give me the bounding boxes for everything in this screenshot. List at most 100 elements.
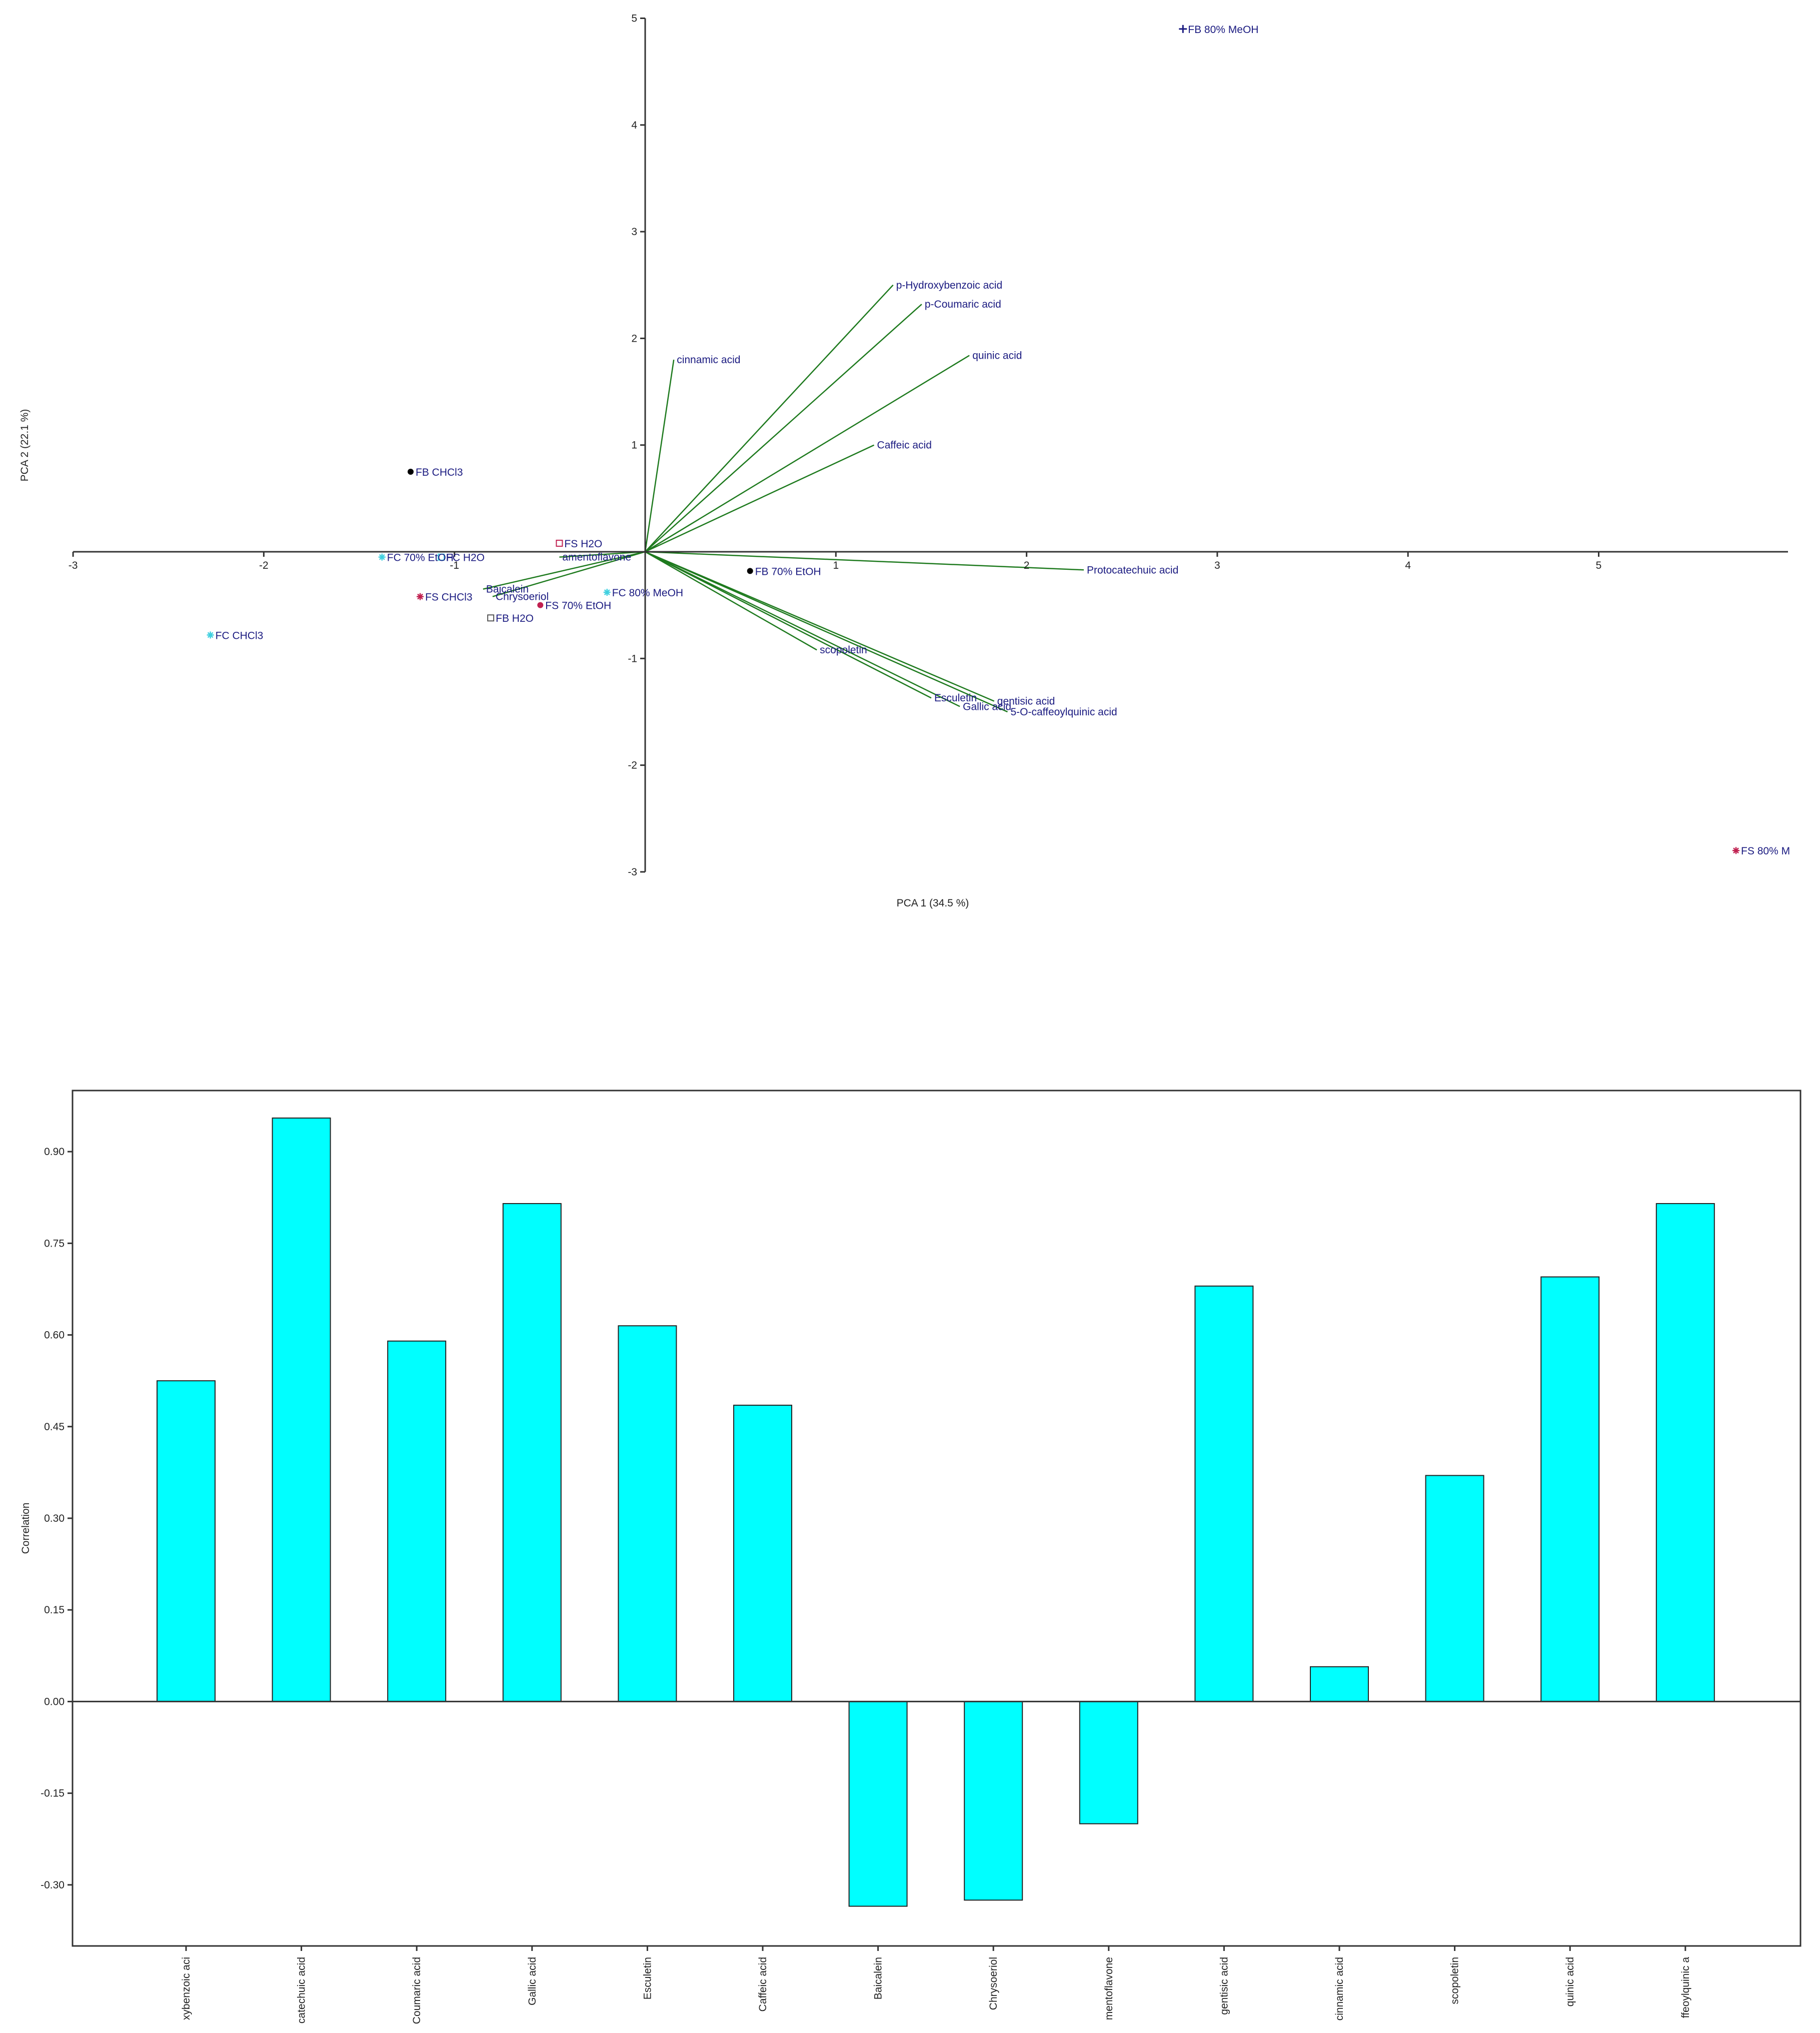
bar: [1425, 1475, 1484, 1702]
y-tick-label: -3: [628, 866, 637, 878]
sample-label: FS CHCl3: [425, 592, 473, 603]
x-tick-label: 5: [1596, 560, 1602, 571]
correlation-bar-chart: -0.30 -0.15 0.00 0.15 0.30 0.45 0.60 0.75 0.90 x…: [20, 1090, 1801, 2024]
pca-biplot: -3 -2 -1 1 2 3 4 5 -3 -2 -1 1 2 3 4 5 p-Hydroxybenzoic …: [19, 13, 1790, 909]
y-tick-label: 5: [631, 13, 637, 25]
x-tick-label: 2: [1024, 560, 1030, 571]
loading-label: p-Coumaric acid: [925, 299, 1001, 310]
sample-label: FC 80% MeOH: [612, 587, 683, 599]
category-label: scopoletin: [1449, 1957, 1461, 2004]
loading-label: Protocatechuic acid: [1087, 564, 1178, 576]
category-label: mentoflavone: [1103, 1957, 1115, 2020]
x-tick-label: -1: [450, 560, 459, 571]
bar: [618, 1325, 677, 1702]
loading-label: cinnamic acid: [677, 354, 740, 366]
y-tick-label: 0.45: [44, 1421, 65, 1433]
bar: [1194, 1285, 1254, 1702]
sample-point: [408, 469, 414, 475]
loading-label: p-Hydroxybenzoic acid: [896, 280, 1002, 291]
sample-point: [1179, 25, 1187, 33]
x-tick-label: -3: [69, 560, 78, 571]
category-label: gentisic acid: [1218, 1957, 1230, 2015]
bar: [1540, 1276, 1600, 1702]
y-tick-label: 0.90: [44, 1146, 65, 1158]
bar: [387, 1340, 447, 1702]
bar: [733, 1405, 792, 1702]
loading-vector: [559, 551, 646, 558]
loading-vector: [645, 355, 970, 553]
sample-point: [438, 553, 445, 561]
category-label: quinic acid: [1564, 1957, 1576, 2006]
y-axis-title: PCA 2 (22.1 %): [19, 409, 31, 482]
loading-vector: [645, 551, 817, 651]
loading-label: amentoflavone: [562, 552, 631, 563]
loading-label: Gallic acid: [963, 701, 1011, 712]
y-tick-label: -2: [628, 760, 637, 771]
x-tick-label: 4: [1405, 560, 1411, 571]
loading-vector: [645, 284, 894, 552]
y-tick-label: 1: [631, 440, 637, 451]
category-label: ffeoylquinic a: [1680, 1957, 1691, 2018]
loading-vector: [645, 444, 875, 553]
y-tick-label: -1: [628, 653, 637, 664]
loading-vector: [645, 551, 1084, 571]
y-tick-label: 0.30: [44, 1513, 65, 1524]
sample-label: FB 70% EtOH: [755, 566, 821, 577]
bar: [1310, 1666, 1369, 1702]
y-tick-label: 3: [631, 226, 637, 238]
bar: [964, 1701, 1023, 1901]
category-label: Coumaric acid: [411, 1957, 423, 2024]
sample-label: FC 70% EtOH: [387, 552, 454, 564]
y-tick-label: 0.00: [44, 1696, 65, 1707]
loading-label: gentisic acid: [997, 696, 1055, 707]
y-tick-label: 0.15: [44, 1604, 65, 1616]
category-label: Gallic acid: [527, 1957, 538, 2005]
loading-vector: [645, 551, 1008, 713]
y-axis-title: Correlation: [20, 1503, 32, 1554]
sample-point: [1732, 847, 1740, 854]
loading-label: scopoletin: [820, 644, 867, 656]
x-tick-label: 3: [1214, 560, 1220, 571]
sample-label: FC H2O: [446, 552, 485, 564]
category-label: Esculetin: [642, 1957, 653, 1999]
category-label: xybenzoic aci: [181, 1957, 192, 2020]
sample-point: [747, 568, 753, 574]
y-tick-label: 0.75: [44, 1238, 65, 1249]
sample-point: [378, 553, 386, 561]
y-tick-label: -0.15: [41, 1788, 65, 1799]
category-label: Baicalein: [873, 1957, 884, 1999]
y-tick-label: -0.30: [41, 1879, 65, 1891]
loading-label: Esculetin: [934, 692, 977, 704]
bar: [502, 1203, 562, 1702]
sample-label: FB 80% MeOH: [1188, 24, 1258, 36]
bar: [1079, 1701, 1138, 1824]
sample-point: [537, 602, 544, 608]
sample-point: [207, 631, 214, 639]
sample-label: FB H2O: [496, 613, 534, 624]
category-label: Caffeic acid: [757, 1957, 769, 2011]
x-axis-title: PCA 1 (34.5 %): [897, 897, 969, 909]
bar: [1655, 1203, 1715, 1702]
sample-label: FC CHCl3: [216, 630, 264, 641]
category-label: Chrysoeriol: [988, 1957, 999, 2010]
loading-label: Baicalein: [486, 584, 529, 595]
loading-label: Chrysoeriol: [496, 591, 549, 603]
sample-point: [487, 614, 495, 622]
loading-vector: [645, 551, 932, 699]
bar: [848, 1701, 908, 1907]
loading-vector: [492, 551, 646, 597]
category-label: cinnamic acid: [1334, 1957, 1345, 2020]
sample-point: [417, 593, 424, 600]
sample-label: FS H2O: [564, 538, 602, 550]
loading-vector: [483, 551, 646, 590]
loading-label: quinic acid: [972, 350, 1022, 362]
sample-label: FS 80% M: [1741, 845, 1790, 857]
y-tick-label: 4: [631, 120, 637, 131]
bar: [157, 1380, 216, 1702]
sample-label: FB CHCl3: [416, 467, 463, 478]
sample-point: [603, 589, 611, 596]
loading-vector: [645, 551, 960, 707]
bar: [272, 1117, 331, 1702]
loading-vector: [645, 304, 922, 552]
loading-vector: [644, 359, 675, 552]
